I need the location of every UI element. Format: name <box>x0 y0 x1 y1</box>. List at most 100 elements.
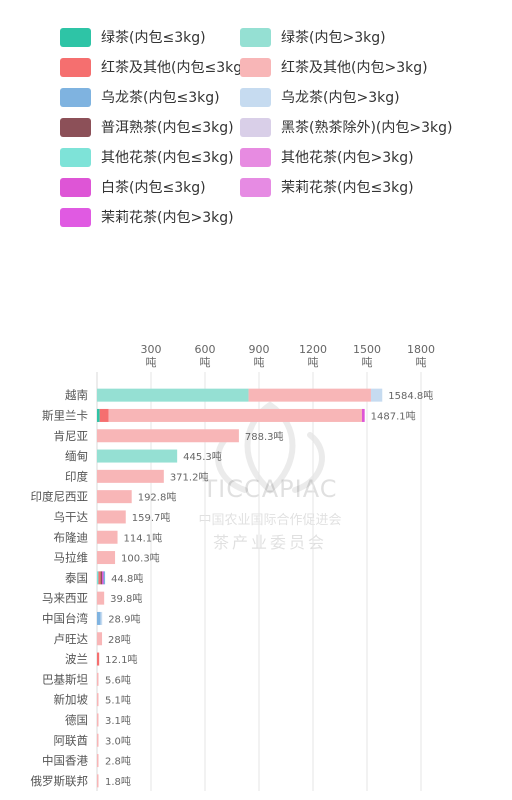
x-tick-unit: 吨 <box>362 356 373 369</box>
bar-segment <box>97 611 101 625</box>
category-label: 泰国 <box>65 571 88 585</box>
x-tick-unit: 吨 <box>308 356 319 369</box>
category-label: 新加坡 <box>54 693 89 707</box>
bar-value-label: 114.1吨 <box>124 531 163 544</box>
bar-segment <box>97 551 116 565</box>
legend-swatch <box>240 87 271 107</box>
bar-value-label: 3.0吨 <box>105 734 131 747</box>
bar-value-label: 192.8吨 <box>138 491 177 504</box>
category-label: 马来西亚 <box>42 591 88 605</box>
legend-item: 红茶及其他(内包>3kg) <box>240 57 428 77</box>
legend-label: 茉莉花茶(内包≤3kg) <box>281 180 414 196</box>
bar-value-label: 28.9吨 <box>108 612 140 625</box>
legend-swatch <box>60 27 91 47</box>
bar-value-label: 44.8吨 <box>111 572 143 585</box>
bar-segment <box>98 571 101 585</box>
legend-swatch <box>60 147 91 167</box>
bar-segment <box>97 754 99 768</box>
bar-segment <box>100 571 103 585</box>
bar-segment <box>97 388 249 402</box>
x-tick-label: 600 <box>195 343 216 356</box>
legend: 绿茶(内包≤3kg) 绿茶(内包>3kg) 红茶及其他(内包≤3kg) 红茶及其他(内… <box>0 0 512 240</box>
bar-segment <box>99 408 109 422</box>
bar-segment <box>97 510 126 524</box>
bar-segment <box>97 672 99 686</box>
legend-swatch <box>60 87 91 107</box>
category-label: 巴基斯坦 <box>42 672 88 686</box>
legend-item: 白茶(内包≤3kg) <box>60 177 206 197</box>
x-tick-unit: 吨 <box>254 356 265 369</box>
legend-label: 绿茶(内包≤3kg) <box>101 30 206 46</box>
category-label: 中国台湾 <box>42 611 88 625</box>
legend-label: 其他花茶(内包≤3kg) <box>101 150 234 166</box>
bar-segment <box>100 611 103 625</box>
bar-segment <box>108 408 362 422</box>
x-tick-label: 300 <box>141 343 162 356</box>
bar-segment <box>97 429 239 443</box>
legend-item: 茉莉花茶(内包>3kg) <box>60 207 234 227</box>
category-label: 缅甸 <box>65 449 88 463</box>
bar-value-label: 12.1吨 <box>105 653 137 666</box>
bar-segment <box>102 571 104 585</box>
legend-item: 乌龙茶(内包≤3kg) <box>60 87 220 107</box>
bar-value-label: 39.8吨 <box>110 592 142 605</box>
legend-swatch <box>240 117 271 137</box>
bar-value-label: 788.3吨 <box>245 430 284 443</box>
category-label: 阿联酋 <box>54 733 89 747</box>
legend-item: 其他花茶(内包≤3kg) <box>60 147 234 167</box>
category-label: 印度尼西亚 <box>31 490 89 504</box>
bar-segment <box>370 388 383 402</box>
bar-value-label: 159.7吨 <box>132 511 171 524</box>
bar-value-label: 2.8吨 <box>105 755 131 768</box>
x-tick-label: 900 <box>249 343 270 356</box>
bar-segment <box>97 469 164 483</box>
legend-item: 茉莉花茶(内包≤3kg) <box>240 177 414 197</box>
legend-label: 普洱熟茶(内包≤3kg) <box>101 120 234 136</box>
legend-item: 黑茶(熟茶除外)(内包>3kg) <box>240 117 452 137</box>
legend-swatch <box>240 147 271 167</box>
legend-swatch <box>240 57 271 77</box>
bar-segment <box>97 652 100 666</box>
category-label: 印度 <box>65 469 88 483</box>
bar-segment <box>248 388 371 402</box>
x-tick-label: 1800 <box>407 343 435 356</box>
bar-segment <box>97 530 118 544</box>
x-tick-unit: 吨 <box>146 356 157 369</box>
legend-swatch <box>60 177 91 197</box>
bar-segment <box>97 449 178 463</box>
bar-segment <box>97 490 132 504</box>
category-label: 乌干达 <box>54 510 89 524</box>
category-label: 越南 <box>65 388 88 402</box>
bar-segment <box>103 571 106 585</box>
bar-value-label: 371.2吨 <box>170 470 209 483</box>
bar-segment <box>97 571 99 585</box>
bar-value-label: 28吨 <box>108 633 131 646</box>
bar-value-label: 1584.8吨 <box>388 389 433 402</box>
category-label: 德国 <box>65 713 88 727</box>
legend-label: 红茶及其他(内包≤3kg) <box>101 60 248 76</box>
legend-label: 乌龙茶(内包≤3kg) <box>101 90 220 106</box>
category-label: 肯尼亚 <box>54 429 89 443</box>
bar-value-label: 5.6吨 <box>105 673 131 686</box>
bar-value-label: 1487.1吨 <box>371 409 416 422</box>
legend-label: 红茶及其他(内包>3kg) <box>281 60 428 76</box>
category-label: 斯里兰卡 <box>42 408 88 422</box>
legend-item: 绿茶(内包≤3kg) <box>60 27 206 47</box>
bar-segment <box>97 693 99 707</box>
category-label: 中国香港 <box>42 754 88 768</box>
category-label: 卢旺达 <box>54 632 89 646</box>
bar-segment <box>97 591 105 605</box>
x-tick-unit: 吨 <box>200 356 211 369</box>
legend-item: 绿茶(内包>3kg) <box>240 27 386 47</box>
bar-segment <box>97 408 100 422</box>
legend-label: 其他花茶(内包>3kg) <box>281 150 414 166</box>
legend-label: 白茶(内包≤3kg) <box>101 180 206 196</box>
legend-swatch <box>240 27 271 47</box>
legend-label: 黑茶(熟茶除外)(内包>3kg) <box>281 120 453 136</box>
bar-segment <box>97 733 99 747</box>
category-label: 俄罗斯联邦 <box>31 774 89 788</box>
x-tick-label: 1200 <box>299 343 327 356</box>
legend-item: 乌龙茶(内包>3kg) <box>240 87 400 107</box>
legend-swatch <box>60 57 91 77</box>
